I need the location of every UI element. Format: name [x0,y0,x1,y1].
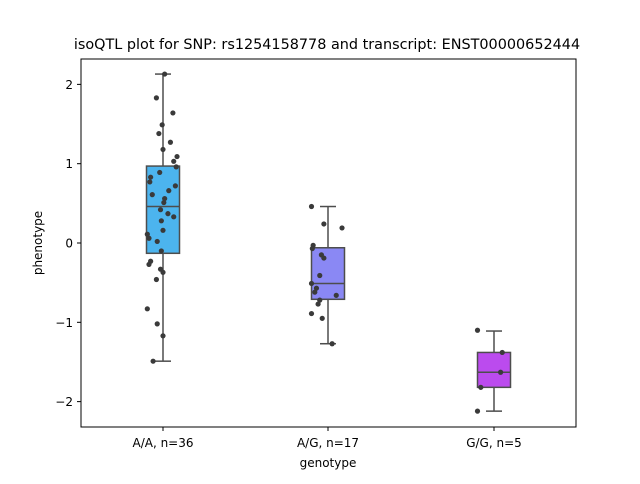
data-point [160,269,166,275]
data-point [474,327,481,333]
data-point [172,183,178,189]
data-point [144,306,150,312]
box-iqr [476,351,512,389]
data-point [321,221,327,227]
data-point [149,192,155,198]
data-point [167,139,174,145]
x-axis-label: genotype [300,456,357,470]
y-tick-label: 0 [65,237,73,251]
data-point [160,333,166,339]
data-point [174,153,180,160]
data-point [317,272,323,279]
y-tick-label: −1 [55,316,73,330]
data-point [146,235,152,241]
data-point [171,214,177,220]
data-point [158,218,164,224]
data-point [474,408,481,414]
data-point [153,95,159,101]
x-tick-label: A/A, n=36 [132,436,193,450]
data-point [321,255,327,261]
box-iqr [310,247,346,301]
data-point [317,297,323,303]
y-tick-label: 1 [65,157,73,171]
box-group [310,205,346,345]
data-point [339,225,345,231]
data-point [157,169,163,176]
data-point [157,207,164,213]
data-point [173,164,179,170]
data-point [478,384,484,390]
data-point [158,248,164,254]
data-point [148,174,154,180]
data-point [308,203,315,210]
plot-area [144,71,512,414]
data-point [146,261,152,268]
axes: −2 −1 0 1 2 A/A, n=36 A/G, n=17 G/G, n=5 [55,78,521,450]
data-point [156,130,162,137]
data-point [160,146,166,153]
data-point [498,369,504,375]
data-point [313,285,320,291]
box-group [476,330,512,412]
data-point [166,188,172,194]
data-point [308,280,315,287]
data-point [159,122,165,128]
x-tick-label: G/G, n=5 [466,436,522,450]
chart-title: isoQTL plot for SNP: rs1254158778 and tr… [74,37,580,53]
data-point [153,276,159,283]
data-point [144,231,150,237]
x-tick-label: A/G, n=17 [297,436,359,450]
y-axis-label: phenotype [31,211,45,275]
data-point [170,110,176,116]
data-point [147,179,153,185]
data-point [154,321,160,327]
data-point [160,227,166,233]
data-point [154,238,160,245]
data-point [333,292,339,298]
data-point [150,358,156,364]
data-point [161,199,167,206]
data-point [315,301,321,307]
data-point [309,245,315,252]
data-point [162,195,168,202]
y-tick-label: −2 [55,395,73,409]
data-point [171,158,177,164]
data-point [329,341,335,347]
data-point [308,310,315,317]
data-point [162,71,168,77]
y-tick-label: 2 [65,78,73,92]
data-point [165,211,171,217]
data-point [312,289,318,295]
data-point [499,349,505,356]
data-point [319,315,325,321]
